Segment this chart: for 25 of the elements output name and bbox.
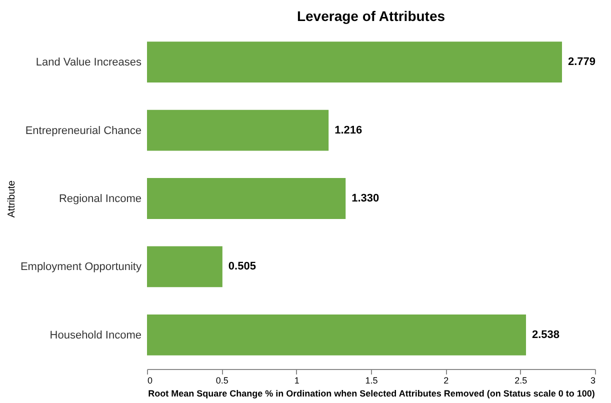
data-label: 0.505 <box>228 260 256 273</box>
y-tick-label: Entrepreneurial Chance <box>25 124 142 137</box>
x-tick-label: 0 <box>148 376 153 386</box>
data-label: 2.538 <box>532 328 560 341</box>
x-tick-label: 1.5 <box>365 376 378 386</box>
chart-title: Leverage of Attributes <box>296 8 446 24</box>
bar <box>147 110 329 151</box>
bar <box>147 42 562 83</box>
x-axis-title: Root Mean Square Change % in Ordination when Selected Attributes Removed (on Status scale 0 to 100) <box>148 388 595 398</box>
data-label: 2.779 <box>568 56 596 68</box>
x-tick-label: 0.5 <box>216 376 228 386</box>
x-tick-label: 3 <box>590 376 596 386</box>
x-tick-label: 2.5 <box>514 376 528 386</box>
y-tick-label: Employment Opportunity <box>20 261 142 274</box>
bar <box>147 178 346 219</box>
x-tick-label: 1 <box>294 376 300 386</box>
y-tick-label: Household Income <box>50 329 142 342</box>
bar <box>147 246 222 288</box>
y-tick-label: Regional Income <box>58 193 142 205</box>
bar <box>147 314 526 356</box>
y-axis-title: Attribute <box>6 180 18 218</box>
data-label: 1.216 <box>334 124 362 136</box>
x-tick-label: 2 <box>444 376 449 386</box>
data-label: 1.330 <box>352 192 380 204</box>
y-tick-label: Land Value Increases <box>36 56 142 69</box>
